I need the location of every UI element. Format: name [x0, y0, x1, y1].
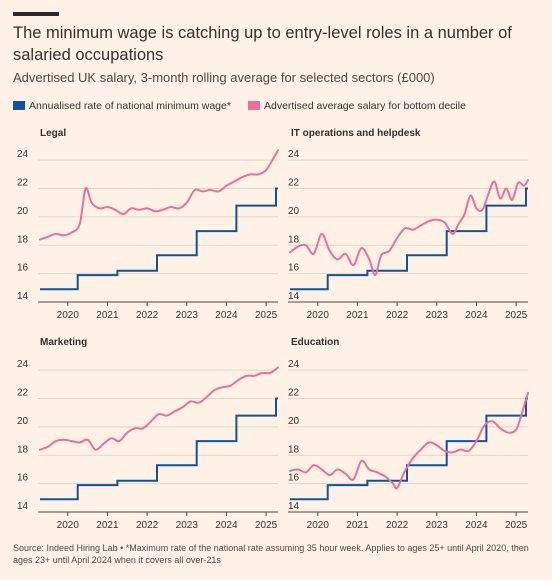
panel-title: Marketing	[40, 337, 87, 348]
x-tick-label: 2023	[176, 520, 199, 531]
legend-swatch-min-wage	[13, 101, 25, 110]
y-tick-label: 16	[288, 263, 300, 274]
y-tick-label: 14	[17, 291, 29, 302]
x-tick-label: 2022	[136, 310, 159, 321]
x-tick-label: 2025	[255, 520, 278, 531]
x-tick-label: 2025	[255, 310, 278, 321]
salary-line	[39, 149, 279, 241]
y-tick-label: 16	[17, 473, 29, 484]
y-tick-label: 18	[17, 444, 29, 455]
y-tick-label: 14	[288, 501, 300, 512]
legend: Annualised rate of national minimum wage…	[13, 99, 543, 113]
y-tick-label: 24	[17, 149, 29, 160]
x-tick-label: 2020	[57, 520, 80, 531]
x-tick-label: 2020	[57, 310, 80, 321]
salary-line	[39, 366, 279, 451]
legend-item-min-wage: Annualised rate of national minimum wage…	[13, 99, 231, 113]
y-tick-label: 18	[288, 234, 300, 245]
panel-title: IT operations and helpdesk	[291, 128, 421, 139]
legend-item-salary: Advertised average salary for bottom dec…	[248, 99, 466, 113]
y-tick-label: 18	[17, 234, 29, 245]
y-tick-label: 14	[17, 501, 29, 512]
x-tick-label: 2024	[215, 520, 238, 531]
x-tick-label: 2025	[505, 310, 528, 321]
min-wage-line	[290, 187, 528, 291]
x-tick-label: 2022	[136, 520, 159, 531]
min-wage-line	[290, 397, 528, 501]
min-wage-line	[40, 187, 278, 291]
panel-title: Education	[291, 337, 339, 348]
x-tick-label: 2025	[505, 520, 528, 531]
y-tick-label: 22	[17, 178, 29, 189]
x-tick-label: 2024	[215, 310, 238, 321]
x-tick-label: 2023	[426, 520, 449, 531]
legend-swatch-salary	[248, 101, 260, 110]
x-tick-label: 2024	[465, 520, 488, 531]
x-tick-label: 2021	[96, 310, 119, 321]
x-tick-label: 2021	[346, 310, 369, 321]
x-tick-label: 2020	[307, 310, 330, 321]
chart-subtitle: Advertised UK salary, 3-month rolling av…	[13, 70, 435, 85]
x-tick-label: 2022	[386, 520, 409, 531]
legend-label-salary: Advertised average salary for bottom dec…	[264, 100, 466, 112]
x-tick-label: 2023	[176, 310, 199, 321]
y-tick-label: 24	[288, 359, 300, 370]
y-tick-label: 22	[288, 388, 300, 399]
salary-line	[289, 391, 529, 490]
panel-2: IT operations and helpdesk14161820222420…	[288, 128, 529, 321]
x-tick-label: 2022	[386, 310, 409, 321]
source-note: Source: Indeed Hiring Lab • *Maximum rat…	[13, 543, 529, 565]
y-tick-label: 18	[288, 444, 300, 455]
panel-title: Legal	[40, 128, 66, 139]
legend-label-min-wage: Annualised rate of national minimum wage…	[29, 100, 231, 112]
x-tick-label: 2020	[307, 520, 330, 531]
y-tick-label: 24	[288, 149, 300, 160]
x-tick-label: 2021	[346, 520, 369, 531]
y-tick-label: 16	[288, 473, 300, 484]
y-tick-label: 20	[17, 416, 29, 427]
y-tick-label: 14	[288, 291, 300, 302]
x-tick-label: 2021	[96, 520, 119, 531]
y-tick-label: 20	[17, 206, 29, 217]
chart-title: The minimum wage is catching up to entry…	[13, 24, 512, 64]
y-tick-label: 20	[288, 206, 300, 217]
y-tick-label: 22	[17, 388, 29, 399]
min-wage-line	[40, 397, 278, 501]
x-tick-label: 2023	[426, 310, 449, 321]
y-tick-label: 16	[17, 263, 29, 274]
y-tick-label: 24	[17, 359, 29, 370]
x-tick-label: 2024	[465, 310, 488, 321]
salary-line	[289, 179, 529, 277]
y-tick-label: 20	[288, 416, 300, 427]
header-rule	[13, 12, 59, 16]
y-tick-label: 22	[288, 178, 300, 189]
